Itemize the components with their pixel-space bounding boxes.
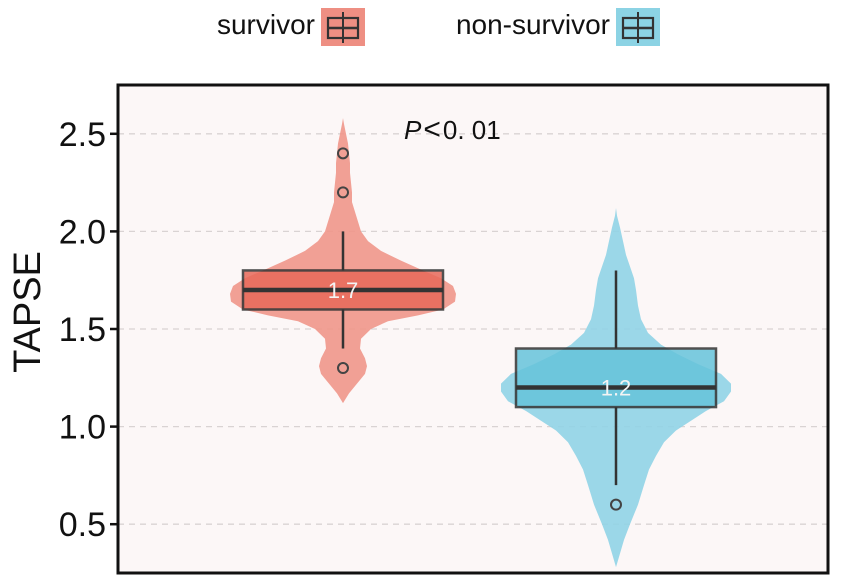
legend-label-survivor: survivor [217,9,315,40]
plot-frame [116,83,830,575]
y-tick-label: 1.5 [59,311,106,349]
p-value-number: 0. 01 [443,115,501,145]
grid-lines [118,133,828,525]
boxplot-survivor: 1.7 [241,147,445,375]
boxplot-non-survivor: 1.2 [514,270,718,511]
outlier-point [337,362,349,375]
outlier-point [337,186,349,199]
median-label: 1.7 [328,278,359,303]
legend-item-non-survivor: non-survivor [456,8,660,46]
y-axis: 0.5 1.0 1.5 2.0 2.5 [59,116,118,544]
boxplots: 1.7 1.2 [241,147,718,511]
p-value-symbol: < [423,113,441,146]
legend: survivor non-survivor [217,8,660,46]
median-label: 1.2 [601,376,632,401]
y-tick-label: 1.0 [59,409,106,447]
legend-label-non-survivor: non-survivor [456,9,610,40]
y-tick-label: 2.5 [59,116,106,154]
y-tick-label: 0.5 [59,506,106,544]
p-value-annotation: P<0. 01 [404,113,501,146]
y-tick-label: 2.0 [59,213,106,251]
iqr-box [514,347,718,409]
p-value-italic: P [404,115,422,145]
outlier-point [610,498,622,511]
y-axis-title: TAPSE [7,251,49,373]
legend-item-survivor: survivor [217,8,365,46]
outlier-point [337,147,349,160]
